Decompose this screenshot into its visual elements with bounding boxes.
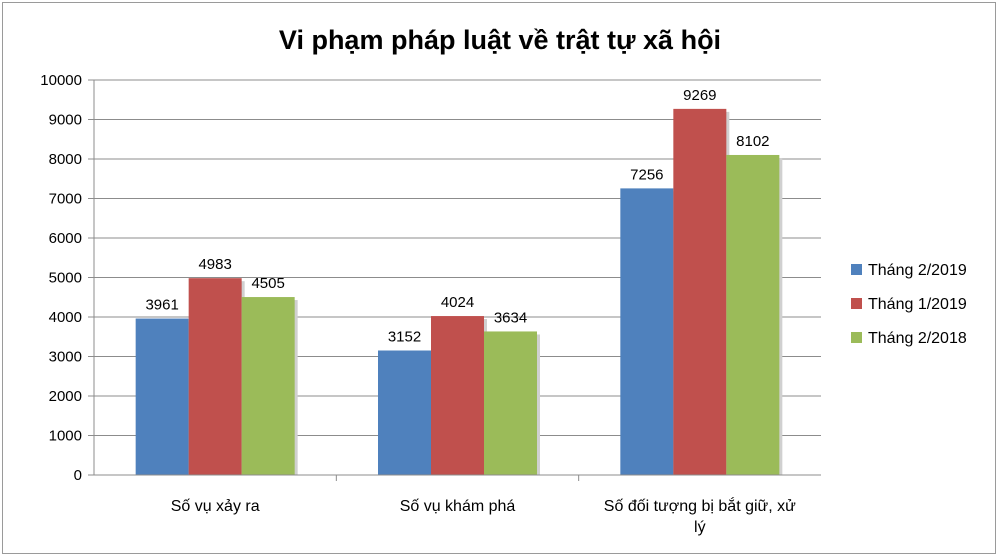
legend-label: Tháng 2/2018 (868, 330, 967, 347)
x-category-label: lý (694, 519, 706, 536)
y-tick-label: 3000 (49, 349, 82, 366)
data-label: 3961 (145, 297, 178, 314)
data-label: 7256 (630, 166, 663, 183)
legend-label: Tháng 1/2019 (868, 296, 967, 313)
bar (135, 318, 189, 475)
y-tick-label: 2000 (49, 388, 82, 405)
x-category-label: Số đối tượng bị bắt giữ, xử (604, 496, 796, 515)
bar (620, 188, 674, 475)
data-label: 4983 (198, 256, 231, 273)
bar (673, 108, 727, 475)
legend: Tháng 2/2019 Tháng 1/2019 Tháng 2/2018 (851, 262, 967, 347)
x-category-label: Số vụ khám phá (400, 498, 516, 515)
data-label: 4505 (251, 275, 284, 292)
data-label: 4024 (441, 294, 474, 311)
legend-swatch (851, 298, 862, 309)
y-tick-label: 10000 (40, 72, 82, 89)
legend-label: Tháng 2/2019 (868, 262, 967, 279)
bar-chart: Vi phạm pháp luật về trật tự xã hội 0 100… (40, 25, 967, 536)
data-label: 8102 (736, 133, 769, 150)
bar (378, 350, 431, 475)
bar (484, 331, 537, 475)
bar (188, 278, 242, 475)
y-tick-label: 6000 (49, 230, 82, 247)
bar (726, 154, 780, 475)
y-tick-label: 8000 (49, 151, 82, 168)
y-tick-label: 7000 (49, 191, 82, 208)
y-tick-label: 0 (74, 467, 82, 484)
y-tick-label: 4000 (49, 309, 82, 326)
bar (431, 316, 484, 475)
data-label: 3152 (388, 328, 421, 345)
y-tick-label: 9000 (49, 112, 82, 129)
legend-swatch (851, 332, 862, 343)
x-category-label: Số vụ xảy ra (171, 498, 260, 515)
data-label: 9269 (683, 87, 716, 104)
legend-swatch (851, 264, 862, 275)
bars (135, 108, 783, 475)
y-tick-label: 5000 (49, 270, 82, 287)
data-labels: 3961 4983 4505 3152 4024 3634 7256 9269 8102 (145, 87, 769, 346)
y-tick-label: 1000 (49, 428, 82, 445)
bar (241, 297, 295, 475)
data-label: 3634 (494, 309, 527, 326)
axes: 0 1000 2000 3000 4000 5000 6000 7000 8000 9000 100… (40, 72, 821, 536)
chart-title: Vi phạm pháp luật về trật tự xã hội (279, 25, 721, 55)
